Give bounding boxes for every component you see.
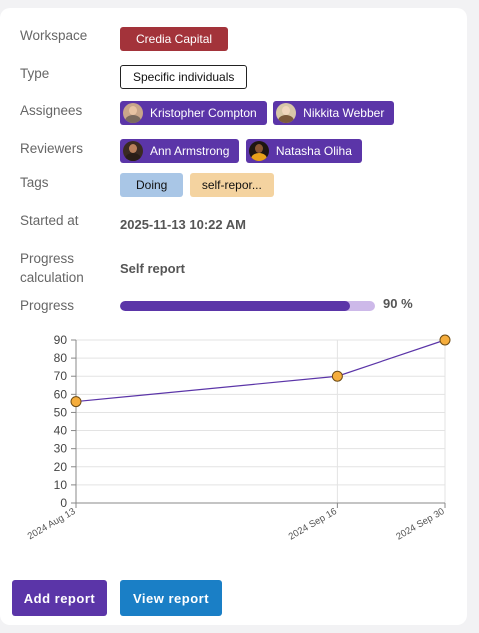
x-tick-label: 2024 Aug 13	[26, 506, 78, 542]
assignees-row: Assignees Kristopher Compton Nikkita Web…	[20, 101, 460, 131]
y-tick-label: 50	[54, 405, 68, 419]
started-at-value: 2025-11-13 10:22 AM	[120, 217, 246, 232]
type-row: Type Specific individuals	[20, 64, 460, 94]
data-point	[331, 370, 343, 382]
tags-row: Tags Doing self-repor...	[20, 173, 460, 203]
progress-percent: 90 %	[383, 296, 413, 311]
data-point	[439, 334, 451, 346]
progress-row: Progress 90 %	[20, 296, 460, 318]
tags-label: Tags	[20, 175, 49, 190]
progress-calculation-value: Self report	[120, 261, 186, 276]
y-tick-label: 10	[54, 478, 68, 492]
assignee-chip[interactable]: Kristopher Compton	[120, 101, 267, 125]
progress-bar-fill	[120, 301, 350, 311]
reviewers-label: Reviewers	[20, 141, 84, 156]
y-tick-label: 0	[60, 496, 67, 510]
progress-line-chart: 0 10 20 30 40 50 60 70 80 90 2024 Aug 13 2024 Sep 1…	[26, 333, 451, 543]
y-tick-label: 70	[54, 369, 68, 383]
type-chip[interactable]: Specific individuals	[120, 65, 248, 89]
progress-calculation-label-line1: Progress	[20, 251, 75, 266]
avatar-icon	[248, 141, 269, 161]
y-tick-label: 60	[54, 387, 68, 401]
reviewer-name: Ann Armstrong	[150, 144, 230, 158]
reviewer-chip[interactable]: Ann Armstrong	[120, 139, 240, 163]
assignees-label: Assignees	[20, 103, 83, 118]
y-tick-label: 40	[54, 424, 68, 438]
started-at-label: Started at	[20, 213, 79, 228]
view-report-button[interactable]: View report	[120, 580, 222, 616]
assignee-name: Kristopher Compton	[150, 106, 257, 120]
y-tick-label: 80	[54, 351, 68, 365]
avatar-icon	[123, 141, 143, 161]
y-tick-label: 30	[54, 442, 68, 456]
tag-chip-self-report[interactable]: self-repor...	[189, 173, 274, 197]
tag-chip-doing[interactable]: Doing	[120, 173, 184, 197]
reviewer-chip[interactable]: Natasha Oliha	[245, 139, 362, 163]
progress-label: Progress	[20, 298, 75, 313]
report-details-card: Workspace Credia Capital Type Specific i…	[0, 8, 467, 625]
workspace-label: Workspace	[20, 28, 88, 43]
avatar-icon	[123, 103, 143, 123]
x-tick-label: 2024 Sep 30	[394, 506, 446, 542]
y-tick-label: 20	[54, 460, 68, 474]
reviewer-name: Natasha Oliha	[275, 144, 352, 158]
workspace-chip[interactable]: Credia Capital	[120, 27, 229, 51]
started-at-row: Started at 2025-11-13 10:22 AM	[20, 211, 460, 241]
progress-bar	[120, 301, 375, 311]
y-tick-label: 90	[54, 333, 68, 347]
data-point	[70, 396, 82, 408]
type-label: Type	[20, 66, 50, 81]
progress-series-line	[75, 339, 446, 403]
assignee-chip[interactable]: Nikkita Webber	[273, 101, 395, 125]
x-tick-label: 2024 Sep 16	[287, 506, 339, 542]
add-report-button[interactable]: Add report	[12, 580, 107, 616]
progress-calculation-label-line2: calculation	[20, 270, 84, 285]
avatar-icon	[276, 103, 297, 123]
assignee-name: Nikkita Webber	[303, 106, 385, 120]
reviewers-row: Reviewers Ann Armstrong Natasha Oliha	[20, 139, 460, 169]
progress-calculation-row: Progress calculation Self report	[20, 249, 460, 289]
workspace-row: Workspace Credia Capital	[20, 26, 460, 56]
